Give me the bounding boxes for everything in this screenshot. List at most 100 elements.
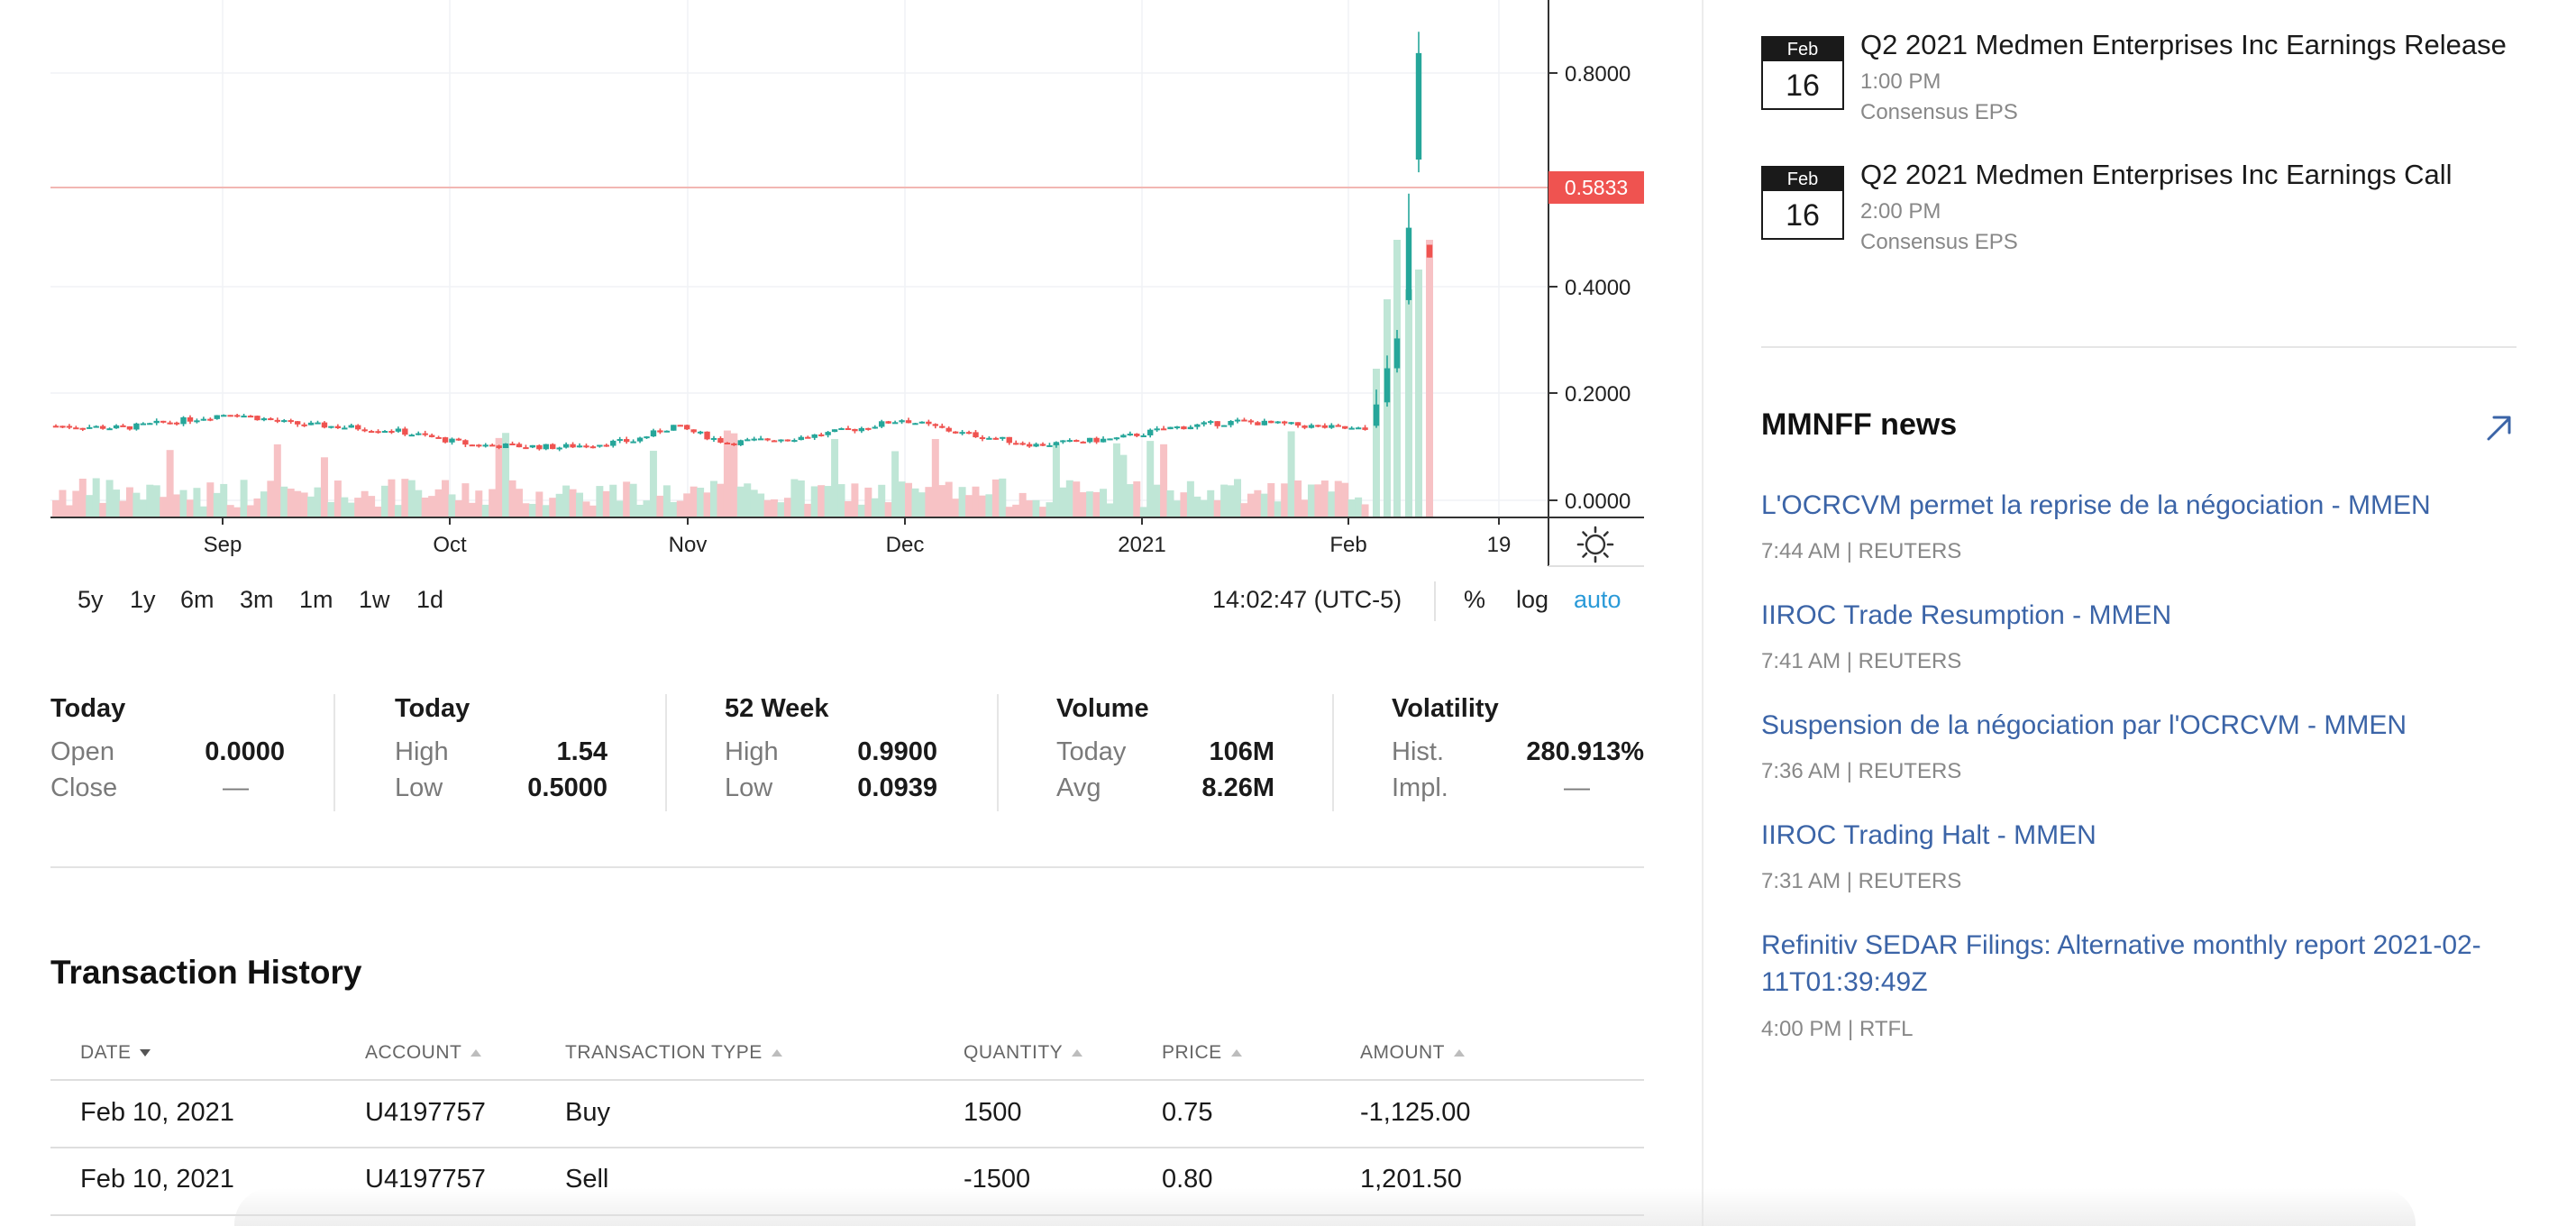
candle-body [1187, 426, 1194, 430]
candle-body [1234, 419, 1241, 422]
volume-bar [985, 494, 993, 517]
news-headline-link[interactable]: Refinitiv SEDAR Filings: Alternative mon… [1761, 930, 2481, 997]
volume-bars [52, 240, 1433, 517]
range-1m-button[interactable]: 1m [299, 586, 333, 613]
volume-bar [1426, 240, 1433, 517]
candle-body [435, 436, 442, 439]
news-headline-link[interactable]: L'OCRCVM permet la reprise de la négocia… [1761, 490, 2431, 520]
candle-body [509, 444, 516, 446]
volume-bar [717, 483, 725, 517]
volume-bar [744, 483, 752, 517]
volume-bar [1079, 492, 1087, 517]
volume-bar [1146, 441, 1155, 517]
range-1d-button[interactable]: 1d [416, 586, 444, 613]
candle-body [556, 447, 562, 450]
candle-body [361, 429, 368, 432]
candle-body [87, 426, 93, 429]
candle-body [1093, 437, 1100, 443]
column-label: TRANSACTION TYPE [565, 1042, 763, 1063]
stat-value: 0.9900 [857, 737, 937, 766]
candle-body [194, 420, 200, 423]
candle-body [1160, 428, 1167, 431]
news-headline-link[interactable]: IIROC Trading Halt - MMEN [1761, 820, 2096, 850]
candle-body [482, 444, 489, 447]
column-date-header[interactable]: DATE [80, 1042, 151, 1064]
candle-body [106, 428, 113, 431]
volume-bar [193, 488, 201, 517]
range-1w-button[interactable]: 1w [359, 586, 390, 613]
transaction-history-title: Transaction History [50, 954, 362, 991]
candle-body [979, 437, 986, 440]
cell-quantity: 1500 [964, 1098, 1022, 1127]
log-scale-button[interactable]: log [1516, 586, 1549, 613]
volume-bar [394, 505, 402, 517]
news-meta: 7:44 AM | REUTERS [1761, 539, 1962, 563]
column-amount-header[interactable]: AMOUNT [1360, 1042, 1465, 1064]
candle-body [630, 441, 636, 444]
news-title: MMNFF news [1761, 407, 1958, 442]
range-1y-button[interactable]: 1y [130, 586, 156, 613]
column-quantity-header[interactable]: QUANTITY [964, 1042, 1083, 1064]
range-3m-button[interactable]: 3m [240, 586, 274, 613]
volume-bar [1039, 507, 1046, 517]
volume-bar [468, 502, 476, 517]
volume-bar [1361, 504, 1369, 517]
candle-body [180, 416, 187, 425]
volume-bar [260, 491, 268, 517]
event-title: Q2 2021 Medmen Enterprises Inc Earnings … [1860, 159, 2453, 190]
volume-bar [790, 479, 799, 517]
candle-body [523, 447, 529, 450]
cell-amount: -1,125.00 [1360, 1098, 1471, 1127]
candle-body [1302, 425, 1308, 428]
volume-bar [374, 507, 382, 517]
auto-scale-button[interactable]: auto [1574, 586, 1621, 613]
candle-body [268, 418, 274, 421]
volume-bar [542, 505, 550, 517]
range-5y-button[interactable]: 5y [78, 586, 104, 613]
event-title: Q2 2021 Medmen Enterprises Inc Earnings … [1860, 29, 2507, 60]
percent-scale-button[interactable]: % [1464, 586, 1486, 613]
candle-body [455, 438, 462, 441]
column-account-header[interactable]: ACCOUNT [365, 1042, 482, 1064]
candle-body [1066, 440, 1073, 443]
calendar-month: Feb [1763, 168, 1842, 191]
chart-settings-icon[interactable] [1576, 526, 1614, 563]
candle-body [677, 425, 683, 427]
volume-bar [824, 486, 832, 517]
candle-body [281, 420, 288, 423]
volume-bar [1059, 487, 1067, 517]
volume-bar [233, 507, 242, 517]
volume-bar [354, 498, 362, 517]
volume-bar [307, 496, 315, 517]
candle-body [502, 444, 509, 449]
arrow-up-right-icon[interactable] [2480, 409, 2517, 445]
candle-body [449, 438, 455, 443]
news-headline-link[interactable]: Suspension de la négociation par l'OCRCV… [1761, 710, 2407, 740]
volume-bar [160, 497, 168, 517]
volume-bar [220, 483, 228, 517]
volume-bar [401, 479, 409, 517]
news-headline-link[interactable]: IIROC Trade Resumption - MMEN [1761, 600, 2172, 630]
column-transaction-type-header[interactable]: TRANSACTION TYPE [565, 1042, 782, 1064]
column-price-header[interactable]: PRICE [1162, 1042, 1242, 1064]
volume-bar [710, 480, 717, 517]
volume-bar [643, 500, 651, 517]
volume-bar [844, 500, 852, 517]
stat-heading: Volatility [1392, 694, 1499, 723]
candle-body [562, 444, 570, 448]
candle-body [1348, 427, 1355, 430]
volume-bar [972, 486, 980, 517]
candle-body [301, 424, 307, 426]
volume-bar [656, 495, 664, 517]
candle-body [469, 444, 476, 447]
candle-body [1053, 442, 1060, 445]
candle-body [623, 439, 630, 443]
event-time: 2:00 PM [1860, 199, 1941, 224]
price-chart[interactable]: 0.8000 0.4000 0.2000 0.0000 Sep Oct Nov Dec 202… [0, 0, 1649, 577]
volume-bar [314, 487, 322, 517]
volume-bar [240, 480, 248, 517]
candle-body [952, 431, 959, 434]
candle-body [1268, 420, 1274, 424]
candle-body [872, 426, 878, 429]
range-6m-button[interactable]: 6m [180, 586, 215, 613]
